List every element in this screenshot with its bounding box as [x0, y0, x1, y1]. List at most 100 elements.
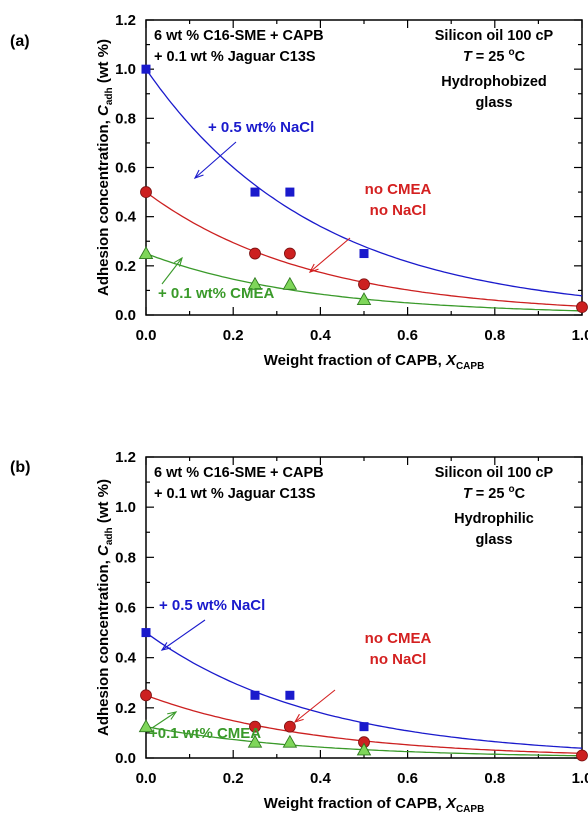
formulation-note: 6 wt % C16-SME + CAPB: [154, 28, 324, 44]
series-annotation: no CMEA: [365, 181, 432, 198]
y-tick-label: 1.0: [115, 61, 136, 78]
y-tick-label: 1.0: [115, 499, 136, 516]
y-axis-title-sub: adh: [104, 527, 115, 545]
data-point-circle: [358, 278, 370, 291]
surface-note: glass: [475, 95, 512, 111]
oil-note: Silicon oil 100 cP: [435, 465, 554, 481]
annotation-arrowhead: [308, 263, 319, 273]
data-point-circle: [249, 720, 261, 733]
x-tick-label: 0.2: [223, 327, 244, 344]
data-point-square: [141, 628, 151, 638]
data-point-circle: [249, 247, 261, 260]
y-tick-label: 0.2: [115, 258, 136, 275]
y-axis-title-unit: (wt %): [95, 479, 112, 527]
y-axis-title-sub: adh: [104, 87, 115, 105]
y-axis-title: Adhesion concentration, Cadh (wt %): [95, 39, 115, 296]
annotation-arrow: [194, 141, 237, 179]
y-axis-title-unit: (wt %): [95, 39, 112, 87]
series-annotation: + 0.5 wt% NaCl: [159, 597, 265, 614]
annotation-arrowhead: [167, 711, 178, 720]
data-point-triangle: [282, 734, 298, 748]
series-annotation: no CMEA: [365, 630, 432, 647]
panel-label: (a): [10, 33, 30, 50]
surface-note: glass: [475, 532, 512, 548]
annotation-arrow: [309, 237, 351, 273]
data-point-circle: [283, 720, 296, 733]
temperature-degree: o: [508, 484, 514, 495]
data-point-square: [250, 187, 260, 197]
x-axis-title-text: Weight fraction of CAPB,: [264, 795, 446, 812]
y-tick-label: 0.4: [115, 209, 137, 226]
x-tick-label: 0.0: [136, 770, 157, 787]
x-tick-label: 1.0: [572, 770, 588, 787]
x-axis-title: Weight fraction of CAPB, XCAPB: [264, 352, 485, 372]
y-axis-title-var: C: [95, 104, 112, 116]
y-tick-label: 0.6: [115, 600, 136, 617]
y-tick-label: 0.8: [115, 549, 136, 566]
x-tick-label: 0.0: [136, 327, 157, 344]
x-axis-title-var: X: [445, 795, 457, 812]
data-point-triangle: [138, 719, 154, 733]
y-tick-label: 1.2: [115, 12, 136, 29]
data-point-triangle: [138, 246, 154, 259]
formulation-note: + 0.1 wt % Jaguar C13S: [154, 49, 316, 65]
temperature-symbol: T: [463, 486, 473, 502]
x-tick-label: 0.6: [397, 327, 418, 344]
data-point-square: [285, 187, 295, 197]
data-point-triangle: [247, 276, 263, 290]
chart-panel-b: (b) 0.0 0.2 0.4 0.6 0.8 1.0 0.0 0.2 0.4 0.6 0.8 1.0 1…: [10, 449, 588, 815]
temperature-note: T = 25 oC: [463, 484, 526, 502]
x-tick-label: 0.6: [397, 770, 418, 787]
y-axis-title-var: C: [95, 544, 112, 556]
chart-panel-a: (a) 0.0 0.2 0.4 0.6 0.8 1.0 0.0 0.2 0.4 0.6 0.8 1.0 1…: [10, 12, 588, 372]
temperature-degree: o: [508, 47, 514, 58]
annotation-arrowhead: [193, 169, 204, 179]
series-annotation: +0.1 wt% CMEA: [149, 725, 261, 742]
x-axis-title-sub: CAPB: [456, 804, 484, 815]
temperature-unit: C: [515, 49, 526, 65]
data-point-square: [359, 249, 369, 259]
series-annotation: no NaCl: [370, 202, 427, 219]
data-point-triangle: [356, 742, 372, 756]
x-tick-label: 0.4: [310, 327, 332, 344]
formulation-note: 6 wt % C16-SME + CAPB: [154, 465, 324, 481]
annotation-arrowhead: [160, 642, 171, 651]
temperature-value: = 25: [472, 49, 509, 65]
data-point-square: [285, 690, 295, 700]
series-annotation: + 0.5 wt% NaCl: [208, 119, 314, 136]
temperature-value: = 25: [472, 486, 509, 502]
data-point-square: [250, 690, 260, 700]
y-tick-label: 0.6: [115, 160, 136, 177]
x-axis-title: Weight fraction of CAPB, XCAPB: [264, 795, 485, 815]
series-annotation: no NaCl: [370, 651, 427, 668]
x-tick-label: 0.4: [310, 770, 332, 787]
y-tick-label: 0.0: [115, 307, 136, 324]
data-point-triangle: [247, 734, 263, 748]
x-tick-label: 0.2: [223, 770, 244, 787]
x-axis-title-text: Weight fraction of CAPB,: [264, 352, 446, 369]
fit-curve-series-0: [145, 68, 583, 297]
surface-note: Hydrophobized: [441, 74, 547, 90]
series-annotation: + 0.1 wt% CMEA: [158, 285, 274, 302]
data-point-triangle: [282, 276, 298, 290]
temperature-symbol: T: [463, 49, 473, 65]
y-tick-label: 0.8: [115, 110, 136, 127]
y-tick-label: 0.0: [115, 750, 136, 767]
data-point-triangle: [356, 292, 372, 305]
formulation-note: + 0.1 wt % Jaguar C13S: [154, 486, 316, 502]
panel-label: (b): [10, 459, 30, 476]
annotation-arrow: [151, 711, 177, 729]
y-axis-title-text: Adhesion concentration,: [95, 116, 112, 296]
x-axis-title-sub: CAPB: [456, 361, 484, 372]
y-axis-title-text: Adhesion concentration,: [95, 556, 112, 736]
y-tick-label: 0.2: [115, 700, 136, 717]
temperature-note: T = 25 oC: [463, 47, 526, 65]
data-point-circle: [576, 749, 588, 762]
annotation-arrow: [161, 257, 183, 285]
y-tick-label: 0.4: [115, 650, 137, 667]
x-tick-label: 0.8: [484, 327, 505, 344]
data-point-circle: [576, 301, 588, 314]
temperature-unit: C: [515, 486, 526, 502]
